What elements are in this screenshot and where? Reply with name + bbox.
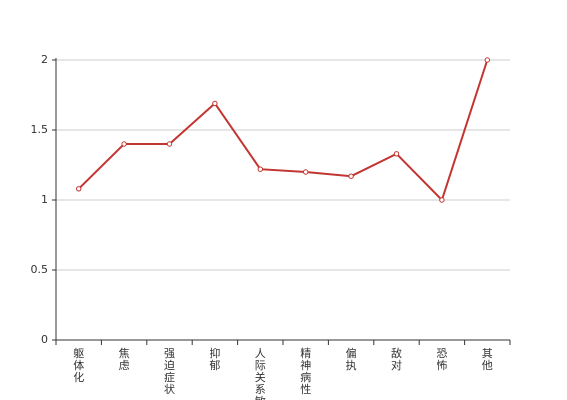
x-tick-char: 抑	[209, 346, 220, 360]
x-tick-char: 迫	[164, 358, 175, 372]
x-tick-char: 虑	[119, 359, 130, 372]
x-tick-char: 症	[164, 370, 175, 384]
x-tick-label: 其他	[482, 347, 493, 372]
point	[393, 151, 400, 157]
x-tick-label: 敌对	[391, 346, 402, 372]
point	[303, 169, 309, 175]
x-tick-char: 敌	[391, 346, 402, 360]
y-tick-label: 0.5	[31, 263, 49, 276]
x-tick-char: 人	[255, 347, 266, 360]
x-tick-char: 怖	[436, 358, 447, 372]
point	[212, 100, 218, 107]
x-tick-label: 精神病性	[300, 347, 311, 396]
x-tick-char: 际	[255, 359, 266, 372]
x-tick-char: 敏	[255, 394, 266, 400]
x-tick-char: 系	[255, 383, 266, 396]
point	[76, 186, 82, 192]
x-tick-label: 恐怖	[436, 347, 447, 372]
x-tick-char: 状	[164, 382, 175, 396]
x-tick-char: 神	[300, 358, 311, 372]
x-tick-char: 躯	[73, 347, 84, 360]
x-tick-char: 他	[482, 359, 493, 372]
point	[348, 173, 354, 179]
x-tick-char: 病	[300, 370, 311, 384]
x-tick-char: 执	[346, 358, 357, 372]
point	[484, 57, 490, 63]
x-tick-label: 抑郁	[209, 346, 220, 372]
x-tick-label: 人际关系敏感	[255, 347, 266, 400]
x-tick-char: 焦	[119, 347, 130, 360]
y-tick-label: 2	[41, 53, 48, 66]
point	[439, 197, 445, 203]
x-tick-char: 关	[255, 370, 266, 384]
x-tick-char: 对	[391, 358, 402, 372]
point	[121, 141, 127, 147]
x-tick-char: 恐	[436, 347, 447, 360]
x-tick-char: 体	[73, 358, 84, 372]
x-tick-char: 偏	[346, 346, 357, 360]
x-tick-char: 其	[482, 347, 493, 360]
y-tick-label: 1	[41, 193, 48, 206]
x-tick-label: 强迫症状	[164, 347, 175, 396]
y-tick-label: 1.5	[31, 123, 49, 136]
x-tick-char: 精	[300, 347, 311, 360]
x-tick-char: 化	[73, 370, 84, 384]
x-tick-char: 强	[164, 347, 175, 360]
point	[166, 141, 173, 147]
x-tick-label: 偏执	[346, 346, 357, 372]
x-tick-char: 性	[300, 382, 311, 396]
x-tick-label: 躯体化	[73, 347, 84, 384]
y-tick-label: 0	[41, 333, 48, 346]
x-tick-char: 郁	[209, 358, 220, 372]
x-tick-label: 焦虑	[119, 347, 130, 372]
point	[257, 166, 263, 172]
line	[77, 59, 489, 202]
